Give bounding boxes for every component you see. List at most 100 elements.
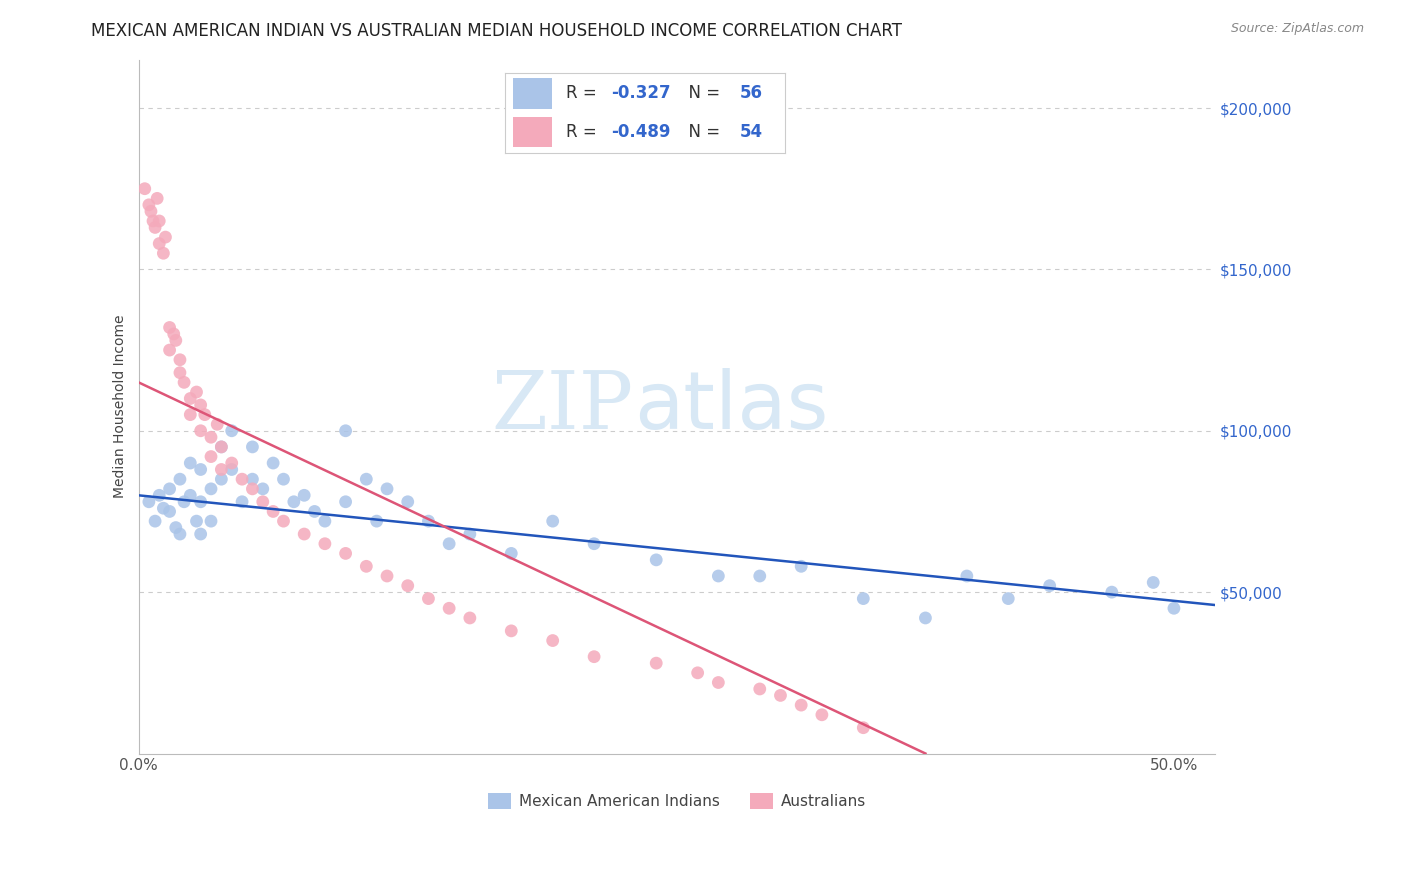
Point xyxy=(231,495,253,509)
Point xyxy=(366,514,388,528)
Point xyxy=(200,450,222,464)
Point xyxy=(956,569,979,583)
Point xyxy=(186,384,208,399)
Point xyxy=(165,334,187,348)
Point xyxy=(179,392,201,406)
Point xyxy=(769,689,792,703)
Point xyxy=(335,495,357,509)
Text: atlas: atlas xyxy=(634,368,828,446)
Point xyxy=(143,220,166,235)
Point xyxy=(262,504,284,518)
Point xyxy=(242,482,264,496)
Point xyxy=(356,559,378,574)
Point xyxy=(707,569,730,583)
Point xyxy=(209,472,232,486)
Point xyxy=(852,591,875,606)
Point xyxy=(375,569,398,583)
Point xyxy=(200,482,222,496)
Point xyxy=(148,214,170,228)
Point xyxy=(748,681,770,696)
Point xyxy=(418,591,440,606)
Point xyxy=(335,424,357,438)
Point xyxy=(583,537,606,551)
Point xyxy=(200,430,222,444)
Point xyxy=(645,553,668,567)
Point xyxy=(205,417,228,432)
Point xyxy=(190,462,212,476)
Point xyxy=(748,569,770,583)
Point xyxy=(179,408,201,422)
Point xyxy=(173,376,195,390)
Point xyxy=(686,665,709,680)
Point xyxy=(159,320,181,334)
Point xyxy=(356,472,378,486)
Point xyxy=(314,537,336,551)
Point xyxy=(501,624,523,638)
Legend: Mexican American Indians, Australians: Mexican American Indians, Australians xyxy=(482,787,872,815)
Point xyxy=(852,721,875,735)
Point xyxy=(209,440,232,454)
Point xyxy=(179,488,201,502)
Point xyxy=(1163,601,1185,615)
Point xyxy=(148,236,170,251)
Point xyxy=(583,649,606,664)
Point xyxy=(231,472,253,486)
Point xyxy=(165,520,187,534)
Point xyxy=(541,514,564,528)
Point xyxy=(134,182,156,196)
Point xyxy=(252,482,274,496)
Point xyxy=(169,472,191,486)
Point xyxy=(138,495,160,509)
Point xyxy=(273,514,295,528)
Point xyxy=(138,198,160,212)
Point xyxy=(190,527,212,541)
Point xyxy=(458,527,481,541)
Point xyxy=(292,488,315,502)
Point xyxy=(273,472,295,486)
Point xyxy=(242,472,264,486)
Point xyxy=(396,495,419,509)
Point xyxy=(200,514,222,528)
Point xyxy=(163,326,186,341)
Point xyxy=(186,514,208,528)
Point xyxy=(262,456,284,470)
Point xyxy=(242,440,264,454)
Point xyxy=(458,611,481,625)
Point xyxy=(169,527,191,541)
Point xyxy=(209,440,232,454)
Point xyxy=(146,191,169,205)
Point xyxy=(645,656,668,670)
Point xyxy=(375,482,398,496)
Point xyxy=(194,408,217,422)
Point xyxy=(252,495,274,509)
Point xyxy=(283,495,305,509)
Point xyxy=(190,398,212,412)
Point xyxy=(437,601,460,615)
Point xyxy=(1142,575,1164,590)
Point xyxy=(790,698,813,712)
Point xyxy=(396,579,419,593)
Point xyxy=(173,495,195,509)
Point xyxy=(209,462,232,476)
Point xyxy=(190,424,212,438)
Point xyxy=(811,707,834,722)
Point xyxy=(1101,585,1123,599)
Point xyxy=(501,546,523,560)
Point xyxy=(314,514,336,528)
Point xyxy=(152,246,174,260)
Point xyxy=(997,591,1019,606)
Point xyxy=(155,230,177,244)
Point xyxy=(304,504,326,518)
Point xyxy=(169,366,191,380)
Point xyxy=(1039,579,1062,593)
Point xyxy=(179,456,201,470)
Point xyxy=(221,456,243,470)
Point xyxy=(159,343,181,357)
Text: ZIP: ZIP xyxy=(492,368,634,446)
Point xyxy=(418,514,440,528)
Point xyxy=(139,204,162,219)
Point xyxy=(707,675,730,690)
Point xyxy=(190,495,212,509)
Point xyxy=(148,488,170,502)
Point xyxy=(142,214,165,228)
